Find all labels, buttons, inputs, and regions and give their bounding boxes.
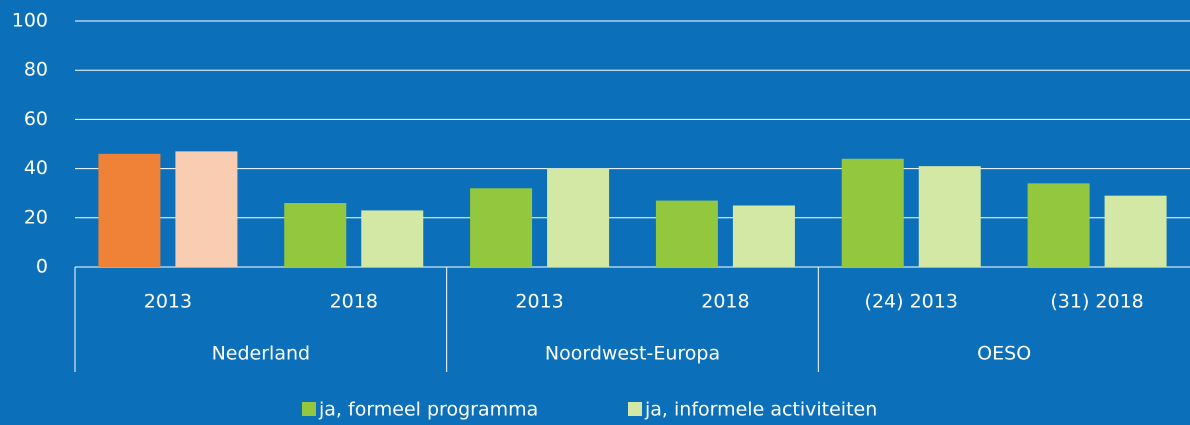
- y-tick-label: 20: [24, 206, 48, 228]
- bar: [841, 158, 904, 267]
- y-tick-label: 60: [24, 108, 48, 130]
- legend-label: ja, formeel programma: [318, 399, 538, 421]
- y-tick-label: 40: [24, 157, 48, 179]
- group-label: OESO: [977, 343, 1031, 365]
- legend-label: ja, informele activiteiten: [644, 399, 877, 421]
- bar: [655, 200, 718, 267]
- y-tick-label: 80: [24, 59, 48, 81]
- bar: [732, 205, 795, 267]
- x-tick-label: (24) 2013: [865, 291, 958, 313]
- legend-swatch: [302, 402, 316, 416]
- group-label: Noordwest-Europa: [545, 343, 720, 365]
- y-tick-label: 0: [36, 256, 48, 278]
- bar: [361, 210, 424, 267]
- bar: [284, 203, 347, 267]
- x-tick-label: 2018: [701, 291, 749, 313]
- x-tick-label: 2013: [144, 291, 192, 313]
- x-tick-label: 2018: [330, 291, 378, 313]
- bar: [470, 188, 533, 267]
- legend-swatch: [628, 402, 642, 416]
- bar: [1104, 195, 1167, 267]
- bar: [175, 151, 238, 267]
- bar: [918, 166, 981, 267]
- x-tick-label: 2013: [515, 291, 563, 313]
- bar: [1027, 183, 1090, 267]
- group-label: Nederland: [212, 343, 311, 365]
- bar: [547, 168, 610, 267]
- x-tick-label: (31) 2018: [1050, 291, 1143, 313]
- y-tick-label: 100: [12, 10, 48, 32]
- bar: [98, 153, 161, 267]
